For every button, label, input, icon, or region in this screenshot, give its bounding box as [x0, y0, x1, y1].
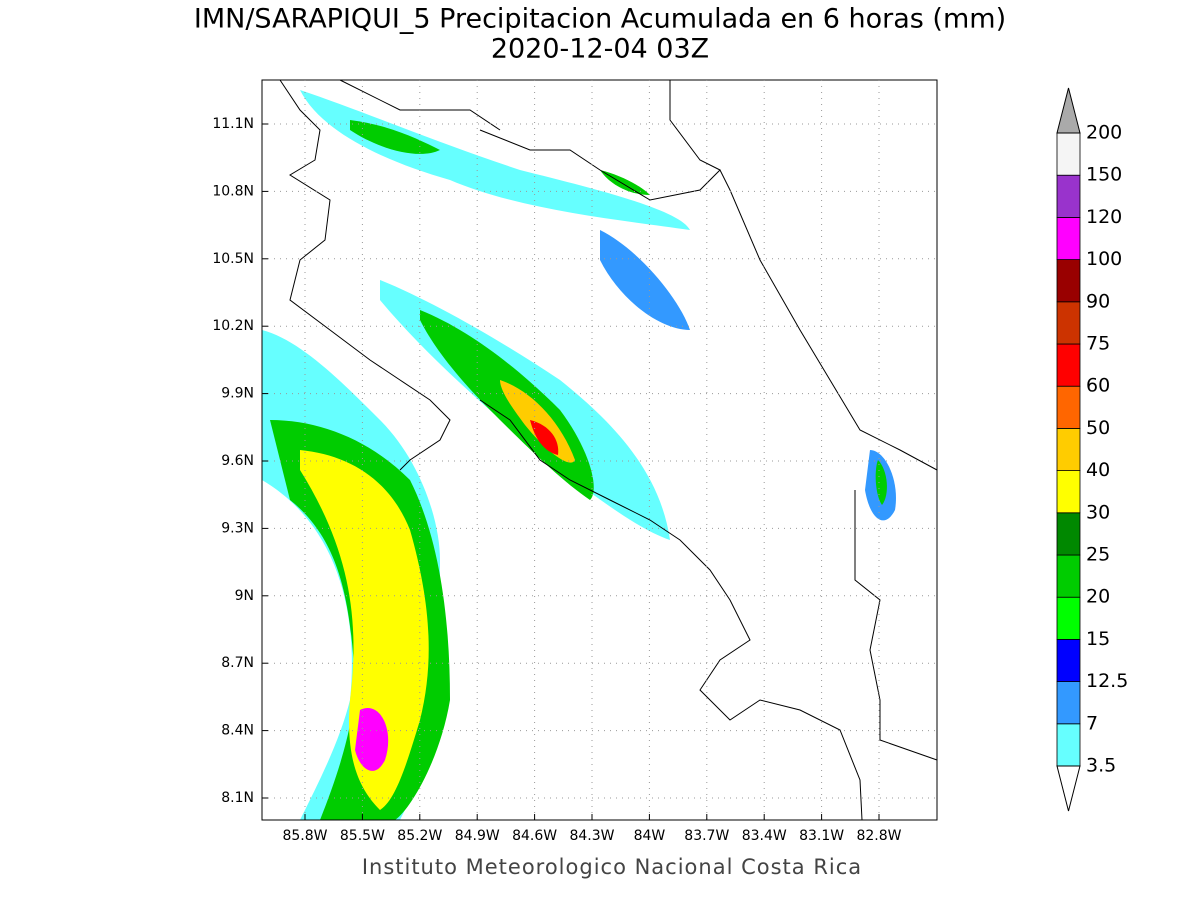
lat-label: 9.6N	[221, 453, 254, 469]
lat-label: 9.9N	[221, 386, 254, 402]
lat-label: 9N	[235, 588, 254, 604]
lon-label: 83.1W	[799, 828, 844, 844]
subtitle: 2020-12-04 03Z	[491, 34, 709, 65]
lat-label: 8.7N	[221, 655, 254, 671]
lat-label: 10.2N	[212, 318, 254, 334]
colorbar-swatch	[1056, 385, 1081, 429]
colorbar-over	[1056, 87, 1081, 134]
colorbar-label: 15	[1086, 628, 1110, 650]
colorbar-label: 200	[1086, 122, 1122, 144]
colorbar-label: 12.5	[1086, 670, 1128, 692]
lon-label: 84.9W	[455, 828, 500, 844]
colorbar-swatch	[1056, 174, 1081, 218]
colorbar-swatch	[1056, 681, 1081, 725]
colorbar-swatch	[1056, 512, 1081, 556]
colorbar-label: 40	[1086, 459, 1110, 481]
lon-label: 83.7W	[684, 828, 729, 844]
colorbar-swatch	[1056, 554, 1081, 598]
lon-label: 84.6W	[512, 828, 557, 844]
colorbar-swatch	[1056, 132, 1081, 176]
colorbar-label: 7	[1086, 712, 1098, 734]
colorbar-swatch	[1056, 639, 1081, 683]
colorbar-swatch	[1056, 301, 1081, 345]
lon-label: 85.8W	[282, 828, 327, 844]
colorbar-under	[1056, 765, 1081, 812]
coastline	[279, 79, 938, 821]
map-frame	[261, 79, 938, 821]
lon-label: 83.4W	[742, 828, 787, 844]
lat-label: 10.8N	[212, 183, 254, 199]
lon-label: 84W	[634, 828, 666, 844]
colorbar-label: 20	[1086, 586, 1110, 608]
precipitation	[262, 90, 896, 820]
colorbar-swatch	[1056, 470, 1081, 514]
colorbar-label: 60	[1086, 375, 1110, 397]
colorbar-swatch	[1056, 427, 1081, 471]
colorbar-swatch	[1056, 723, 1081, 767]
colorbar-label: 75	[1086, 333, 1110, 355]
colorbar-label: 100	[1086, 248, 1122, 270]
lat-label: 8.1N	[221, 790, 254, 806]
title: IMN/SARAPIQUI_5 Precipitacion Acumulada …	[194, 4, 1006, 35]
colorbar-label: 30	[1086, 501, 1110, 523]
footer: Instituto Meteorologico Nacional Costa R…	[362, 855, 862, 879]
lon-label: 85.2W	[397, 828, 442, 844]
colorbar-swatch	[1056, 259, 1081, 303]
lat-label: 11.1N	[212, 116, 254, 132]
colorbar-swatch	[1056, 216, 1081, 260]
colorbar-label: 120	[1086, 206, 1122, 228]
colorbar-swatch	[1056, 596, 1081, 640]
colorbar-label: 90	[1086, 290, 1110, 312]
lat-label: 10.5N	[212, 251, 254, 267]
lon-label: 82.8W	[856, 828, 901, 844]
colorbar-swatch	[1056, 343, 1081, 387]
lon-label: 84.3W	[569, 828, 614, 844]
colorbar-label: 150	[1086, 164, 1122, 186]
lat-label: 9.3N	[221, 520, 254, 536]
colorbar-label: 50	[1086, 417, 1110, 439]
colorbar-label: 3.5	[1086, 755, 1116, 777]
lat-label: 8.4N	[221, 723, 254, 739]
lon-label: 85.5W	[340, 828, 385, 844]
colorbar-label: 25	[1086, 544, 1110, 566]
